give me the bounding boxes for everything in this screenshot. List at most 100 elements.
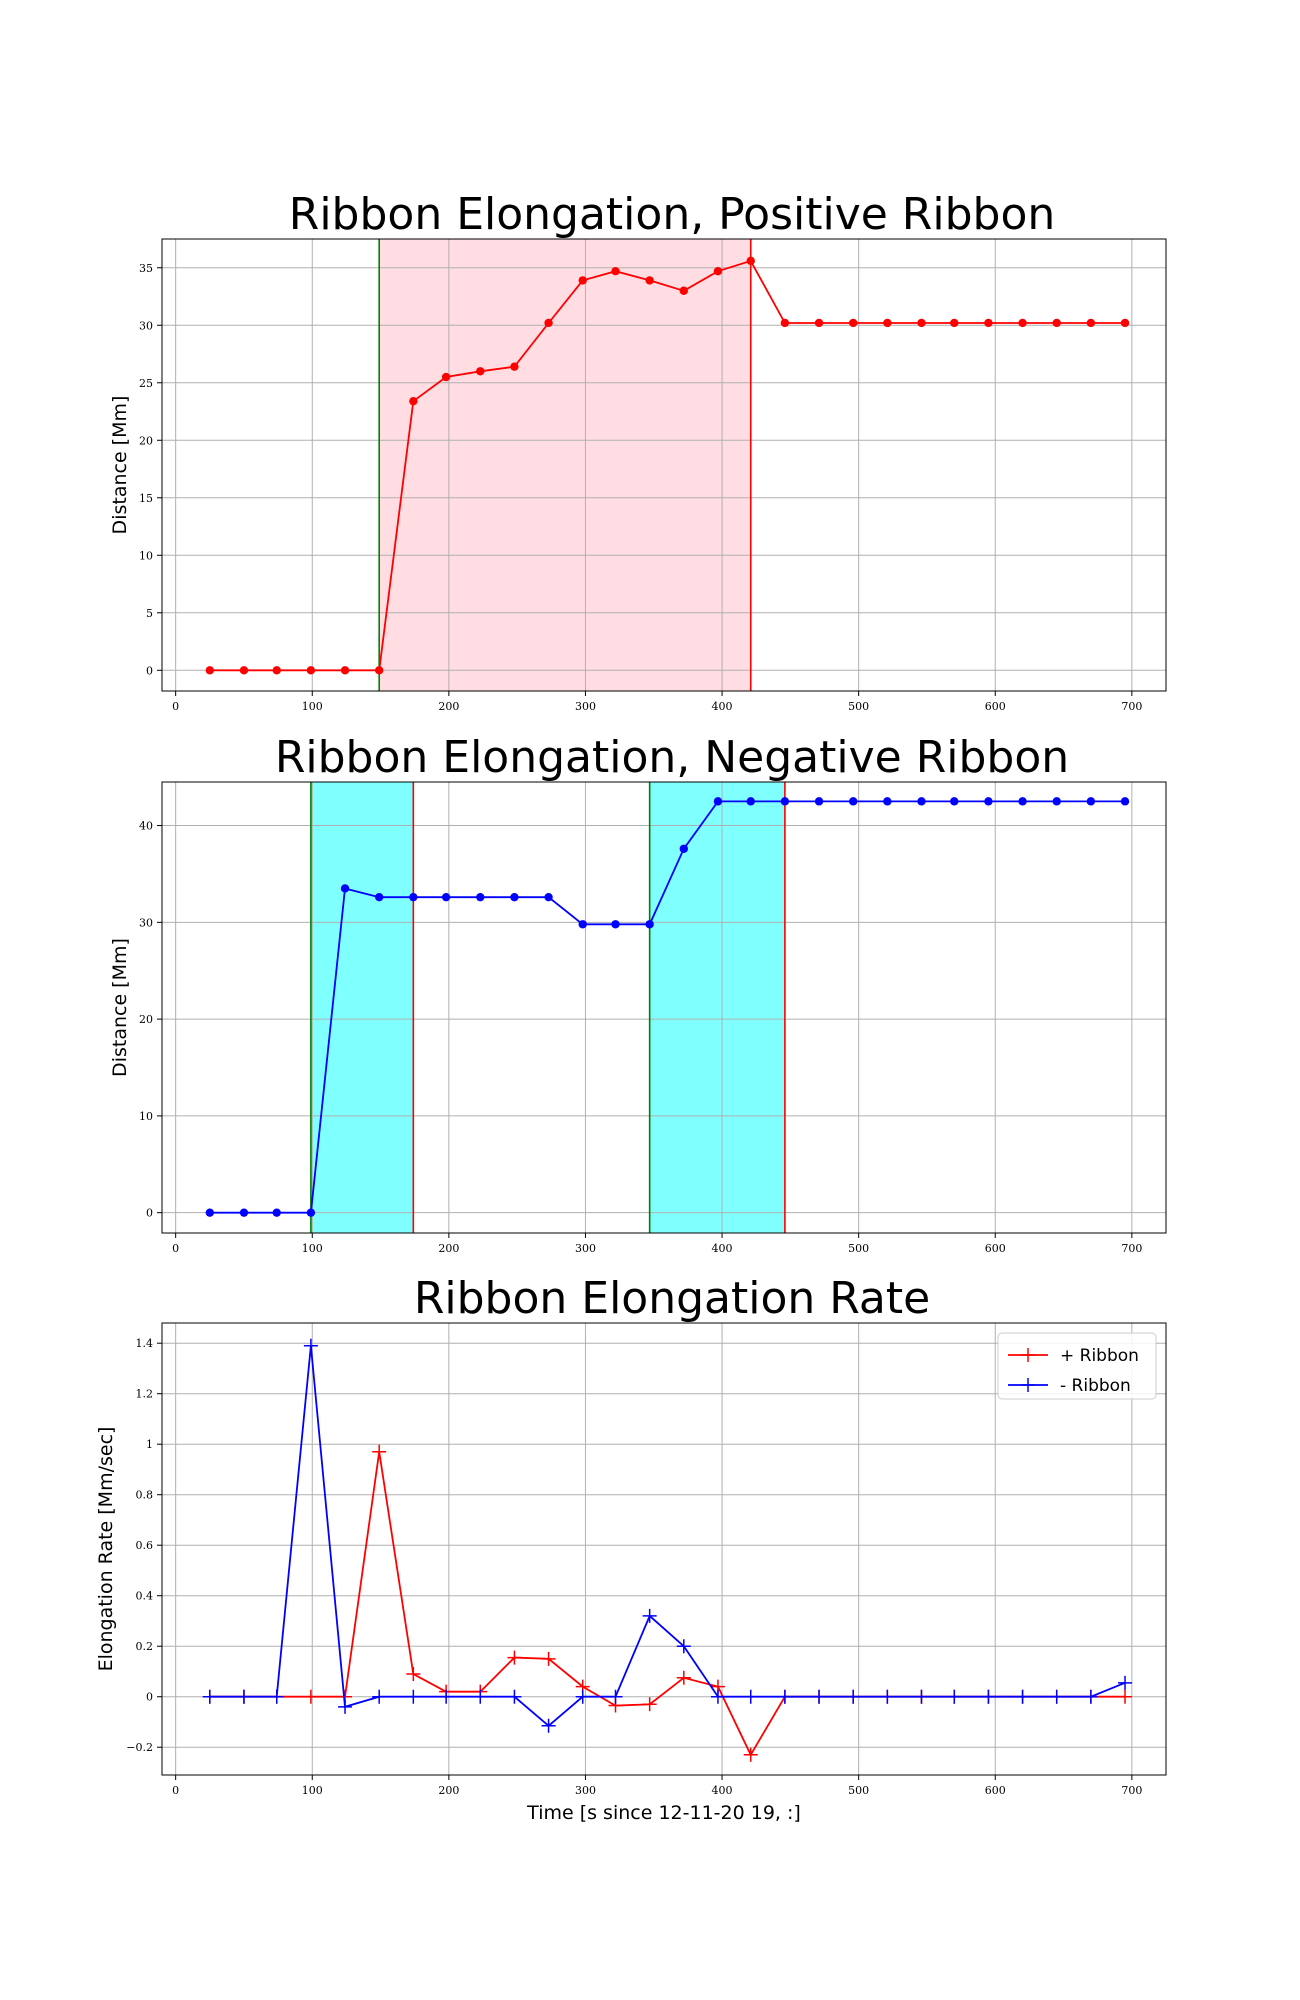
chart-title: Ribbon Elongation Rate [414,1273,930,1324]
data-point [202,1689,217,1704]
data-point [575,1689,590,1704]
y-tick-label: 0 [146,664,153,677]
x-tick-label: 600 [985,700,1006,713]
data-point [507,1650,522,1665]
data-point [374,666,384,675]
y-tick-label: 15 [139,492,153,505]
data-point [880,1689,895,1704]
data-point [950,318,959,328]
y-tick-label: 0 [146,1207,153,1220]
x-tick-label: 500 [848,1242,869,1255]
y-tick-label: 20 [139,1013,153,1026]
x-tick-label: 700 [1121,700,1142,713]
legend-box [997,1332,1157,1400]
data-point [1118,1689,1133,1704]
data-point [713,797,723,806]
x-tick-label: 500 [848,700,869,713]
series-line [209,1345,1126,1727]
legend-entry: - Ribbon [1060,1376,1131,1396]
x-tick-label: 400 [712,700,733,713]
data-point [239,1208,249,1217]
data-point [303,1689,318,1704]
data-point [780,797,790,806]
shaded-region [310,782,414,1233]
y-tick-label: 1.4 [136,1337,154,1350]
x-tick-label: 200 [438,1784,459,1797]
y-tick-label: 1 [146,1438,153,1451]
data-point [578,276,587,285]
y-tick-label: 0.6 [136,1539,154,1552]
x-tick-label: 0 [172,1242,179,1255]
data-point [713,267,723,276]
data-point [338,1699,353,1714]
x-tick-label: 0 [172,1784,179,1797]
data-point [846,1689,861,1704]
data-point [441,892,451,902]
plot-frame [161,781,1167,1234]
data-point [645,920,654,929]
x-tick-label: 400 [712,1242,733,1255]
y-tick-label: 10 [139,1110,153,1123]
data-point [743,1689,758,1704]
data-point [743,1747,758,1762]
y-tick-label: 40 [139,820,153,833]
panel-1: 0 100 200 300 400 500 600 700 0 5 10 15 20 25 30 35 Ribb… [109,189,1167,713]
x-tick-label: 100 [302,1242,323,1255]
x-tick-label: 700 [1121,1784,1142,1797]
data-point [777,1689,792,1704]
data-point [947,1689,962,1704]
data-point [848,797,858,806]
data-point [303,1338,318,1353]
x-tick-label: 0 [172,700,179,713]
x-tick-label: 500 [848,1784,869,1797]
y-tick-label: 5 [146,607,153,620]
data-point [439,1689,454,1704]
data-point [544,318,553,328]
data-point [541,1718,556,1733]
data-point [676,1639,691,1654]
data-point [848,318,858,328]
data-point [1086,797,1096,806]
data-point [1049,1689,1064,1704]
panel-3: 0 100 200 300 400 500 600 700 −0.2 0 0.2 0.4 0.6 0.8 1… [95,1273,1167,1824]
x-axis-label: Time [s since 12-11-20 19, :] [526,1802,801,1824]
data-point [1120,318,1130,328]
y-tick-label: 0.4 [136,1590,154,1603]
data-point [883,797,892,806]
legend-marker [1021,1378,1035,1392]
y-tick-label: 35 [139,262,153,275]
x-tick-label: 400 [712,1784,733,1797]
y-tick-label: 0.8 [136,1489,154,1502]
x-tick-label: 100 [302,700,323,713]
data-point [409,396,418,406]
data-point [406,1689,421,1704]
data-point [883,318,892,328]
data-point [541,1651,556,1666]
data-point [814,318,824,328]
data-point [1018,318,1027,328]
data-point [984,318,993,328]
y-axis-label: Distance [Mm] [109,938,131,1077]
shaded-region [379,239,751,691]
data-point [441,372,451,382]
data-point [1052,797,1061,806]
data-point [340,666,350,675]
plot-frame [161,238,1167,692]
data-point [510,362,519,371]
data-point [950,797,959,806]
data-point [236,1689,251,1704]
x-tick-label: 600 [985,1242,1006,1255]
data-point [1120,797,1130,806]
data-point [473,1689,488,1704]
data-point [372,1689,387,1704]
data-point [1018,797,1027,806]
data-point [507,1689,522,1704]
y-tick-label: 10 [139,549,153,562]
panel-2: 0 100 200 300 400 500 600 700 0 10 20 30 40 Ribbon El… [109,732,1167,1255]
data-point [812,1689,827,1704]
data-point [372,1444,387,1459]
y-tick-label: 0.2 [136,1640,154,1653]
data-point [642,1697,657,1712]
data-point [679,844,689,853]
